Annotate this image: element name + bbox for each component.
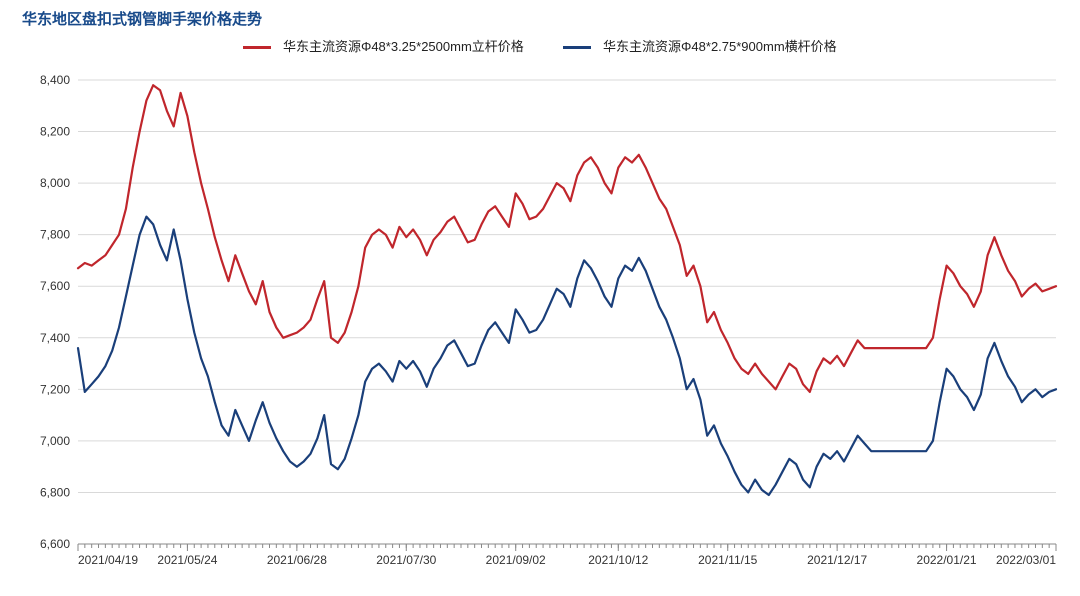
svg-text:2022/03/01: 2022/03/01 <box>996 553 1056 567</box>
legend-label-2: 华东主流资源Φ48*2.75*900mm横杆价格 <box>603 39 837 54</box>
svg-text:8,000: 8,000 <box>40 176 70 190</box>
svg-text:2021/06/28: 2021/06/28 <box>267 553 327 567</box>
svg-text:2021/10/12: 2021/10/12 <box>588 553 648 567</box>
svg-text:2021/04/19: 2021/04/19 <box>78 553 138 567</box>
svg-text:2021/12/17: 2021/12/17 <box>807 553 867 567</box>
legend-item-1: 华东主流资源Φ48*3.25*2500mm立杆价格 <box>243 36 523 55</box>
legend-swatch-1 <box>243 46 271 49</box>
legend-item-2: 华东主流资源Φ48*2.75*900mm横杆价格 <box>563 36 836 55</box>
svg-text:7,000: 7,000 <box>40 434 70 448</box>
svg-text:2021/09/02: 2021/09/02 <box>486 553 546 567</box>
svg-text:8,200: 8,200 <box>40 125 70 139</box>
svg-text:2021/05/24: 2021/05/24 <box>157 553 217 567</box>
legend-swatch-2 <box>563 46 591 49</box>
svg-text:7,600: 7,600 <box>40 279 70 293</box>
svg-text:7,400: 7,400 <box>40 331 70 345</box>
svg-text:7,200: 7,200 <box>40 382 70 396</box>
legend-label-1: 华东主流资源Φ48*3.25*2500mm立杆价格 <box>283 39 524 54</box>
legend: 华东主流资源Φ48*3.25*2500mm立杆价格 华东主流资源Φ48*2.75… <box>0 36 1080 55</box>
svg-text:8,400: 8,400 <box>40 73 70 87</box>
svg-text:2021/11/15: 2021/11/15 <box>698 553 757 567</box>
svg-text:6,600: 6,600 <box>40 537 70 551</box>
svg-text:7,800: 7,800 <box>40 228 70 242</box>
svg-text:2022/01/21: 2022/01/21 <box>917 553 977 567</box>
price-trend-chart: 6,600 6,800 7,000 7,200 7,400 7,600 7,800 8,000… <box>18 72 1066 578</box>
chart-title: 华东地区盘扣式钢管脚手架价格走势 <box>22 8 262 29</box>
svg-text:6,800: 6,800 <box>40 485 70 499</box>
svg-text:2021/07/30: 2021/07/30 <box>376 553 436 567</box>
